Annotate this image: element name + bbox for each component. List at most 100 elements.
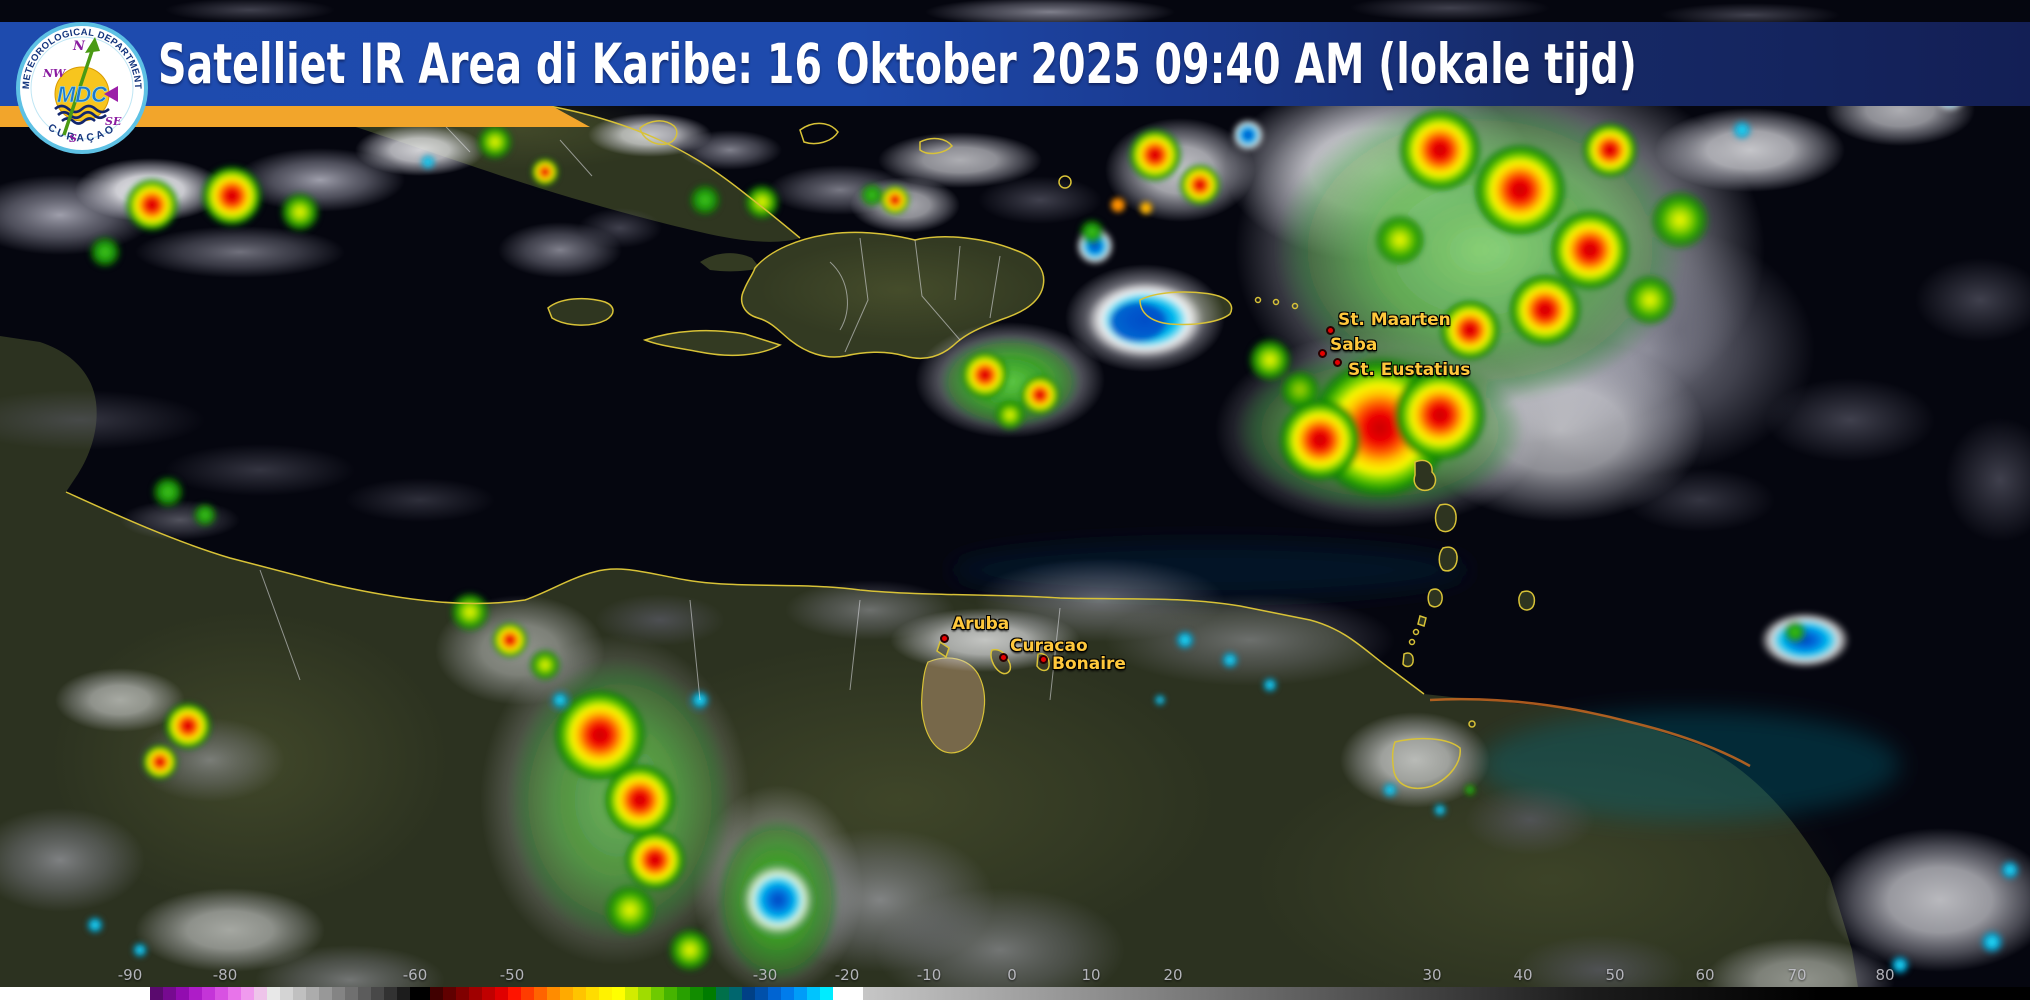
island-dot [999,653,1008,662]
colorbar-segment [521,987,534,1000]
colorbar-segment [267,987,280,1000]
colorbar-segment [482,987,495,1000]
colorbar-segment [0,987,150,1000]
colorbar-segment [228,987,241,1000]
colorbar-segment [443,987,456,1000]
colorbar-segment [794,987,807,1000]
lake-maracaibo [921,657,986,754]
colorbar-segment [664,987,677,1000]
colorbar-segment [176,987,189,1000]
colorbar-segment [215,987,228,1000]
colorbar-segment [833,987,863,1000]
temp-scale-label: -90 [117,966,143,984]
island-label: Bonaire [1052,654,1126,674]
svg-text:SE: SE [105,115,122,128]
colorbar-segment [189,987,202,1000]
colorbar-segment [807,987,820,1000]
colorbar-segment [820,987,833,1000]
colorbar-segment [716,987,729,1000]
svg-text:NW: NW [42,67,67,80]
coastline-overlays [65,89,1536,790]
temp-scale-label: -80 [212,966,238,984]
sediment-coast [1429,697,1751,768]
colorbar-segment [319,987,332,1000]
island-label: St. Eustatius [1348,360,1471,380]
logo-waves [54,104,110,125]
colorbar-segment [254,987,267,1000]
page-title: Satelliet IR Area di Karibe: 16 Oktober … [158,32,1637,96]
temp-scale-label: -50 [499,966,525,984]
colorbar-segment [280,987,293,1000]
colorbar-segment [638,987,651,1000]
colorbar-segment [560,987,573,1000]
colorbar-segment [430,987,443,1000]
colorbar-segment [586,987,599,1000]
convection-cells [86,79,2020,982]
colorbar-segment [677,987,690,1000]
colorbar-segment [469,987,482,1000]
colorbar-segment [573,987,586,1000]
temperature-colorbar [0,987,2030,1000]
temp-scale-label: 40 [1513,966,1533,984]
temp-scale-label: -10 [916,966,942,984]
colorbar-segment [371,987,384,1000]
colorbar-segment [755,987,768,1000]
colorbar-segment [651,987,664,1000]
temp-scale-label: 30 [1422,966,1442,984]
island-label: Aruba [952,614,1010,634]
mdc-logo: METEOROLOGICAL DEPARTMENT CURAÇAO N NW S… [16,22,148,154]
colorbar-segment [547,987,560,1000]
svg-text:S: S [69,132,77,145]
colorbar-segment [345,987,358,1000]
island-dot [1326,326,1335,335]
island-dot [1318,349,1327,358]
temp-scale-label: -30 [752,966,778,984]
colorbar-segment [456,987,469,1000]
svg-text:N: N [72,39,86,54]
colorbar-gradient-tail [863,987,2030,1000]
temp-scale-label: 60 [1695,966,1715,984]
colorbar-segment [508,987,521,1000]
colorbar-segment [358,987,371,1000]
temp-scale-label: 10 [1081,966,1101,984]
temp-scale-label: 20 [1163,966,1183,984]
colorbar-segment [599,987,612,1000]
island-label: Curacao [1010,636,1088,656]
temp-scale-label: 50 [1605,966,1625,984]
colorbar-segment [306,987,319,1000]
colorbar-segment [612,987,625,1000]
island-dot [940,634,949,643]
colorbar-segment [332,987,345,1000]
colorbar-segment [202,987,215,1000]
colorbar-segment [625,987,638,1000]
province-borders [259,109,1061,701]
logo-mdc-text: MDC [57,82,108,107]
colorbar-segment [729,987,742,1000]
colorbar-segment [150,987,163,1000]
accent-stripe [0,106,590,127]
colorbar-segment [781,987,794,1000]
colorbar-segment [163,987,176,1000]
temp-scale-label: 0 [1007,966,1017,984]
colorbar-segment [397,987,410,1000]
temp-scale-label: 70 [1787,966,1807,984]
colorbar-segment [410,987,430,1000]
island-label: St. Maarten [1338,310,1451,330]
colorbar-segment [534,987,547,1000]
temp-scale-label: 80 [1875,966,1895,984]
temp-scale-label: -20 [834,966,860,984]
colorbar-segment [690,987,703,1000]
island-label: Saba [1330,335,1378,355]
colorbar-segment [703,987,716,1000]
colorbar-segment [742,987,755,1000]
colorbar-segment [293,987,306,1000]
colorbar-segment [768,987,781,1000]
title-bar [0,22,2030,106]
logo-compass-arrow [62,37,118,136]
temp-scale-label: -60 [402,966,428,984]
island-dot [1039,655,1048,664]
island-dot [1333,358,1342,367]
logo-compass-letters: N NW SE S [42,39,122,145]
